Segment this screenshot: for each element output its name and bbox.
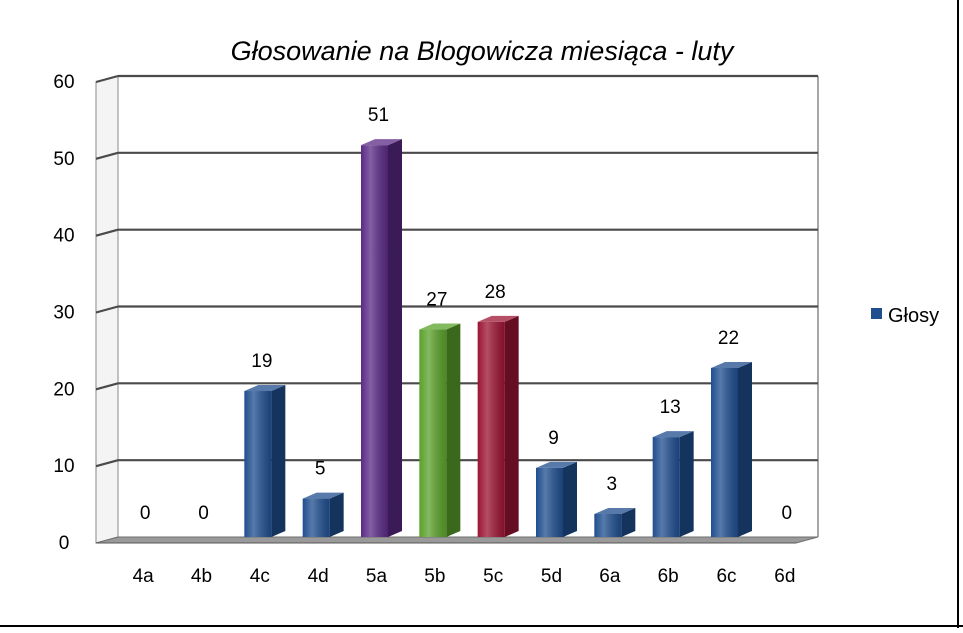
- bar: [361, 139, 402, 537]
- x-tick-label: 6a: [599, 566, 621, 587]
- bar-front-shine: [302, 498, 330, 537]
- bar-side: [271, 385, 286, 537]
- bar-top: [244, 385, 286, 392]
- bar-side: [504, 315, 519, 537]
- x-tick-label: 4c: [250, 566, 270, 587]
- bar-top: [302, 492, 344, 499]
- data-label: 0: [140, 503, 151, 524]
- bar-front-shine: [361, 145, 388, 537]
- bar: [594, 507, 636, 537]
- gridline-side: [95, 74, 119, 84]
- x-tick-label: 5d: [541, 566, 562, 587]
- x-tick-label: 5c: [483, 566, 503, 587]
- plot-floor: [95, 536, 819, 544]
- bar: [302, 492, 344, 537]
- data-label: 13: [660, 397, 681, 418]
- gridline-side: [95, 151, 119, 160]
- bar-front-shine: [711, 367, 738, 537]
- legend-label: Głosy: [888, 305, 939, 327]
- bar-top: [652, 431, 694, 438]
- gridline-side: [95, 459, 119, 468]
- bottom-border: [0, 625, 963, 627]
- gridline-side: [95, 305, 119, 314]
- bar-top: [594, 507, 636, 514]
- bar-front-shine: [652, 437, 680, 537]
- x-tick-label: 6d: [774, 566, 795, 587]
- bar: [652, 431, 694, 537]
- x-tick-label: 6c: [716, 566, 736, 587]
- data-label: 0: [782, 503, 793, 524]
- bar-side: [388, 139, 402, 537]
- y-tick-label: 20: [53, 379, 74, 400]
- x-tick-label: 5a: [366, 566, 388, 587]
- data-label: 27: [426, 290, 447, 311]
- bar-front-shine: [419, 329, 447, 537]
- x-tick-label: 4d: [308, 566, 329, 587]
- x-tick-label: 4a: [133, 566, 155, 587]
- bar-front-shine: [594, 513, 622, 537]
- bar-top: [711, 361, 752, 368]
- y-tick-label: 60: [53, 72, 74, 93]
- bar-side: [738, 361, 752, 537]
- bar-top: [477, 315, 519, 322]
- bar-side: [329, 492, 344, 537]
- y-tick-label: 30: [53, 303, 74, 324]
- y-tick-label: 10: [53, 456, 74, 477]
- x-tick-label: 6b: [658, 566, 679, 587]
- bar: [419, 323, 461, 537]
- y-tick-label: 0: [59, 533, 70, 554]
- bar-top: [419, 323, 461, 330]
- data-label: 22: [718, 328, 739, 349]
- chart-title: Głosowanie na Blogowicza miesiąca - luty: [231, 36, 735, 66]
- y-tick-label: 40: [53, 226, 74, 247]
- data-label: 3: [607, 474, 618, 495]
- x-tick-label: 5b: [424, 566, 445, 587]
- data-label: 28: [485, 282, 506, 303]
- data-label: 5: [315, 459, 326, 480]
- x-tick-label: 4b: [191, 566, 212, 587]
- bar: [536, 461, 577, 537]
- legend-swatch: [871, 308, 882, 319]
- bar-side: [563, 461, 577, 537]
- data-label: 9: [548, 428, 559, 449]
- bar-front-shine: [244, 391, 272, 537]
- y-tick-label: 50: [53, 149, 74, 170]
- bar-top: [536, 461, 577, 468]
- data-label: 19: [251, 351, 272, 372]
- gridline-side: [95, 382, 119, 391]
- bar-side: [679, 431, 694, 537]
- data-label: 51: [368, 105, 389, 126]
- legend: Głosy: [871, 305, 939, 327]
- bar: [244, 385, 286, 537]
- right-border: [957, 0, 959, 628]
- bar: [711, 361, 752, 537]
- bar-front-shine: [536, 467, 563, 537]
- bar-side: [621, 507, 636, 537]
- data-label: 0: [198, 503, 209, 524]
- bar-side: [446, 323, 461, 537]
- gridline-side: [95, 228, 119, 237]
- bar-top: [361, 139, 402, 146]
- bar: [477, 315, 519, 537]
- bar-front-shine: [477, 321, 505, 537]
